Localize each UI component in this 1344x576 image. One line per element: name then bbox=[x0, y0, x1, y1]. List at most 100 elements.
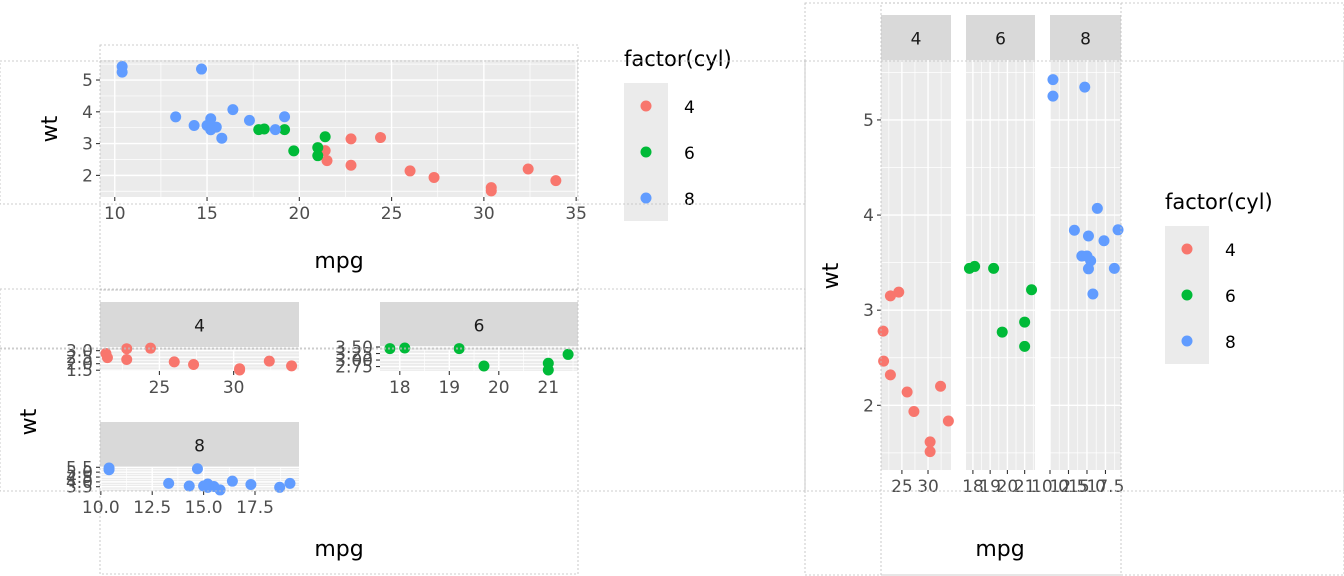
data-point bbox=[279, 124, 291, 136]
legend-key-6 bbox=[1181, 289, 1193, 301]
x-tick-label: 15.0 bbox=[1068, 477, 1106, 497]
data-point bbox=[214, 484, 226, 496]
data-point bbox=[942, 415, 954, 427]
data-point bbox=[542, 357, 554, 369]
data-point bbox=[1112, 224, 1124, 236]
data-point bbox=[522, 163, 534, 175]
data-point bbox=[996, 326, 1008, 338]
data-point bbox=[198, 480, 210, 492]
data-point bbox=[1079, 81, 1091, 93]
y-tick-label: 5 bbox=[863, 111, 874, 131]
facet-strip bbox=[966, 15, 1035, 60]
data-point bbox=[103, 462, 115, 474]
y-tick-label: 5.0 bbox=[66, 463, 93, 483]
data-point bbox=[901, 386, 913, 398]
y-tick-label: 2.0 bbox=[66, 355, 93, 375]
x-tick-label: 20 bbox=[488, 378, 510, 398]
data-point bbox=[319, 131, 331, 143]
data-point bbox=[1019, 316, 1031, 328]
x-tick-label: 30 bbox=[473, 204, 495, 224]
data-point bbox=[345, 133, 357, 145]
x-tick-label: 18 bbox=[962, 477, 984, 497]
data-point bbox=[1098, 235, 1110, 247]
data-point bbox=[878, 355, 890, 367]
data-point bbox=[963, 262, 975, 274]
data-point bbox=[263, 355, 275, 367]
x-tick-label: 10 bbox=[104, 204, 126, 224]
legend-key-8 bbox=[640, 192, 652, 204]
legend-label: 4 bbox=[1225, 241, 1236, 261]
y-tick-label: 3.0 bbox=[66, 342, 93, 362]
facet-strip-label: 8 bbox=[1080, 30, 1091, 50]
legend-label: 8 bbox=[684, 190, 695, 210]
legend-key-6 bbox=[640, 146, 652, 158]
facet-strip-label: 6 bbox=[474, 317, 485, 337]
data-point bbox=[375, 132, 387, 144]
data-point bbox=[1087, 288, 1099, 300]
data-point bbox=[227, 104, 239, 116]
data-point bbox=[988, 262, 1000, 274]
data-point bbox=[1082, 230, 1094, 242]
facet-strip bbox=[881, 15, 951, 60]
y-tick-label: 2 bbox=[863, 396, 874, 416]
data-point bbox=[877, 325, 889, 337]
data-point bbox=[286, 360, 298, 372]
y-tick-label: 2.5 bbox=[66, 348, 93, 368]
data-point bbox=[893, 286, 905, 298]
data-point bbox=[453, 343, 465, 355]
legend-label: 6 bbox=[684, 144, 695, 164]
panel-background bbox=[881, 60, 951, 470]
y-tick-label: 4.0 bbox=[66, 473, 93, 493]
facet-strip-label: 4 bbox=[194, 317, 205, 337]
x-tick-label: 19 bbox=[979, 477, 1001, 497]
facet-strip bbox=[1050, 15, 1121, 60]
data-point bbox=[1047, 74, 1059, 86]
data-point bbox=[312, 142, 324, 154]
data-point bbox=[1068, 224, 1080, 236]
data-point bbox=[924, 446, 936, 458]
data-point bbox=[191, 463, 203, 475]
data-point bbox=[284, 477, 296, 489]
y-axis-title: wt bbox=[819, 262, 844, 289]
data-point bbox=[216, 132, 228, 144]
data-point bbox=[924, 436, 936, 448]
x-tick-label: 18 bbox=[389, 378, 411, 398]
data-point bbox=[312, 150, 324, 162]
data-point bbox=[245, 478, 257, 490]
data-point bbox=[1091, 202, 1103, 214]
data-point bbox=[116, 61, 128, 73]
data-point bbox=[188, 119, 200, 131]
viewport-guide bbox=[880, 2, 1122, 576]
x-axis-title: mpg bbox=[975, 537, 1024, 562]
x-tick-label: 12.5 bbox=[1050, 477, 1088, 497]
x-tick-label: 21 bbox=[1014, 477, 1036, 497]
data-point bbox=[279, 111, 291, 123]
data-point bbox=[188, 359, 200, 371]
viewport-guide bbox=[99, 289, 579, 575]
y-tick-label: 3.5 bbox=[66, 478, 93, 498]
y-tick-label: 3 bbox=[863, 301, 874, 321]
data-point bbox=[384, 343, 396, 355]
data-point bbox=[253, 124, 265, 136]
data-point bbox=[562, 348, 574, 360]
data-point bbox=[1047, 90, 1059, 102]
data-point bbox=[170, 111, 182, 123]
legend-title: factor(cyl) bbox=[624, 47, 732, 71]
data-point bbox=[428, 171, 440, 183]
facet-strip-label: 6 bbox=[995, 30, 1006, 50]
data-point bbox=[1108, 262, 1120, 274]
data-point bbox=[269, 124, 281, 136]
legend-label: 4 bbox=[684, 98, 695, 118]
x-tick-label: 35 bbox=[565, 204, 587, 224]
y-tick-label: 5 bbox=[82, 71, 93, 91]
x-tick-label: 17.5 bbox=[1087, 477, 1125, 497]
facet-strip-label: 8 bbox=[194, 437, 205, 457]
y-tick-label: 2 bbox=[82, 166, 93, 186]
legend-title: factor(cyl) bbox=[1165, 190, 1273, 214]
x-tick-label: 15 bbox=[196, 204, 218, 224]
x-tick-label: 25 bbox=[891, 477, 913, 497]
facet-strip bbox=[100, 422, 299, 467]
facet-strip bbox=[380, 302, 578, 347]
data-point bbox=[1081, 250, 1093, 262]
x-axis-title: mpg bbox=[314, 249, 363, 274]
